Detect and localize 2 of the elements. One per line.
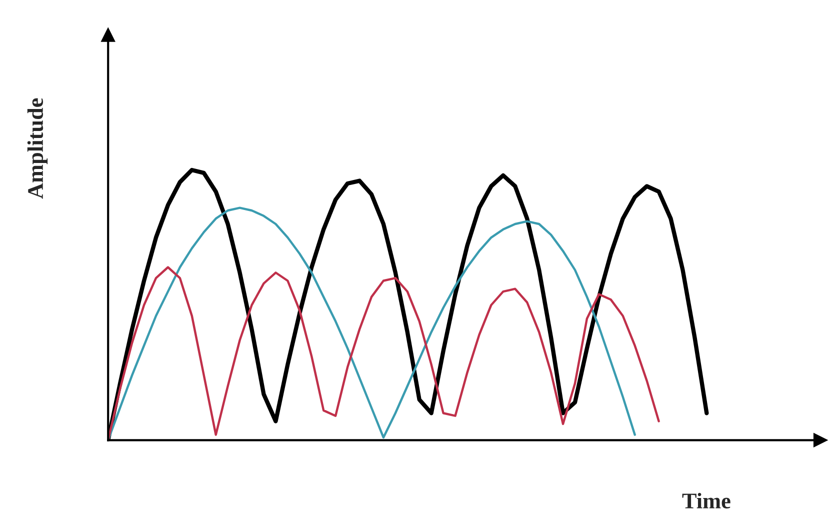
y-axis-title: Amplitude: [27, 98, 48, 199]
x-axis-title: Time: [682, 492, 730, 508]
